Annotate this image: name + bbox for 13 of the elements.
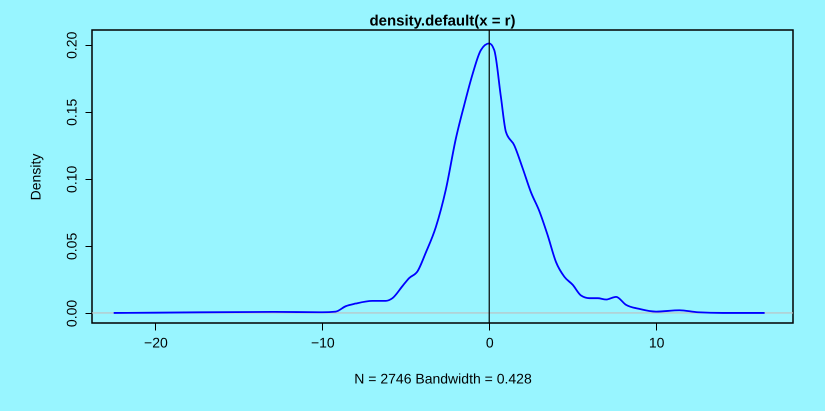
y-tick-label: 0.20 [64,31,80,59]
x-axis-title: N = 2746 Bandwidth = 0.428 [354,370,532,386]
y-axis-title: Density [28,154,44,200]
x-tick-label: 10 [648,334,665,350]
chart-title: density.default(x = r) [369,12,516,30]
y-tick-label: 0.10 [64,166,80,193]
line-series [112,42,766,314]
y-tick-label: 0.00 [64,300,80,328]
x-tick-label: −20 [144,334,168,350]
x-tick-label: −10 [310,334,335,350]
x-tick-label: 0 [486,334,494,350]
y-tick-label: 0.15 [64,98,80,126]
y-tick-label: 0.05 [64,232,80,260]
